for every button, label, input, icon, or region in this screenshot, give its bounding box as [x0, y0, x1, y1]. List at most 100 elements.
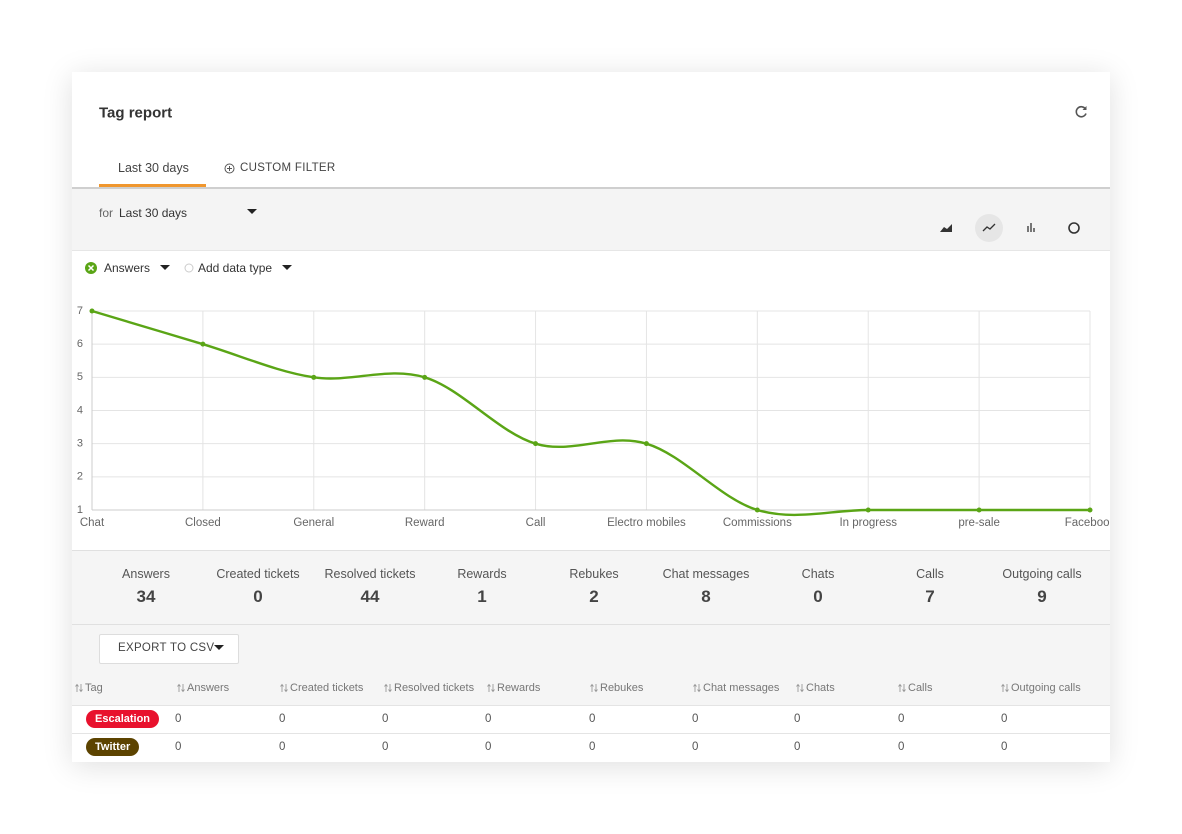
stat-label: Chat messages [662, 567, 750, 581]
sort-icon[interactable] [177, 683, 185, 693]
tag-pill: Twitter [86, 738, 140, 756]
dropdown-caret[interactable] [282, 265, 292, 271]
dropdown-caret[interactable] [214, 645, 224, 651]
column-header[interactable]: Tag [85, 682, 103, 694]
sort-icon[interactable] [75, 683, 83, 693]
table-cell: 0 [898, 741, 905, 753]
legend-series[interactable]: Answers [104, 261, 151, 275]
stat-value: 44 [360, 587, 380, 606]
sort-icon[interactable] [384, 683, 392, 693]
column-header[interactable]: Outgoing calls [1011, 682, 1081, 694]
divider [72, 187, 1110, 189]
sort-icon[interactable] [898, 683, 906, 693]
tab[interactable]: Last 30 days [118, 161, 189, 175]
stat-label: Rebukes [569, 567, 619, 581]
column-header[interactable]: Rebukes [600, 682, 644, 694]
column-header[interactable]: Chat messages [703, 682, 780, 694]
point [533, 441, 539, 447]
column-header[interactable]: Chats [806, 682, 835, 694]
stat-label: Calls [916, 567, 944, 581]
table-cell: 0 [485, 741, 492, 753]
legend-active-icon[interactable] [84, 261, 98, 275]
period-select[interactable]: Last 30 days [119, 206, 188, 220]
dropdown-caret[interactable] [247, 209, 257, 215]
sort-icon[interactable] [693, 683, 701, 693]
point [754, 507, 760, 513]
x-tick-label: General [293, 517, 334, 529]
point [643, 441, 649, 447]
stat-value: 2 [589, 587, 599, 606]
sort-icon[interactable] [796, 683, 804, 693]
table-cell: 0 [175, 741, 182, 753]
x-tick-label: Call [526, 517, 546, 529]
table-cell: 0 [589, 741, 596, 753]
table-cell: 0 [382, 741, 389, 753]
x-tick-label: pre-sale [958, 517, 1000, 529]
export-button[interactable] [99, 634, 239, 664]
point [200, 341, 206, 347]
stat-label: Rewards [457, 567, 507, 581]
x-tick-label: Chat [80, 517, 105, 529]
point [865, 507, 871, 513]
add-data-type[interactable]: Add data type [198, 261, 273, 275]
y-tick-label: 3 [77, 438, 83, 450]
point [976, 507, 982, 513]
dropdown-caret[interactable] [160, 265, 170, 271]
point [311, 374, 317, 380]
stat-label: Answers [122, 567, 170, 581]
y-tick-label: 1 [77, 504, 83, 516]
x-tick-label: Reward [405, 517, 445, 529]
table-cell: 0 [279, 741, 286, 753]
column-header[interactable]: Resolved tickets [394, 682, 475, 694]
report-title: Tag report [99, 104, 173, 122]
table-cell: 0 [1001, 741, 1008, 753]
column-header[interactable]: Rewards [497, 682, 541, 694]
sort-icon[interactable] [1001, 683, 1009, 693]
toolbar [72, 189, 1110, 251]
column-header[interactable]: Calls [908, 682, 933, 694]
stat-label: Chats [801, 567, 835, 581]
stat-label: Outgoing calls [1002, 567, 1082, 581]
stat-value: 0 [253, 587, 263, 606]
x-tick-label: Electro mobiles [607, 517, 686, 529]
stat-value: 0 [813, 587, 823, 606]
stat-label: Resolved tickets [324, 567, 416, 581]
export-label[interactable]: EXPORT TO CSV [118, 642, 215, 654]
stat-label: Created tickets [216, 567, 300, 581]
stat-value: 34 [136, 587, 156, 606]
tag-pill: Escalation [86, 710, 160, 728]
y-tick-label: 5 [77, 371, 83, 383]
point [422, 374, 428, 380]
legend-add-icon[interactable] [184, 263, 194, 273]
point [89, 308, 95, 314]
tab[interactable]: CUSTOM FILTER [240, 162, 336, 174]
table-cell: 0 [485, 713, 492, 725]
refresh-button[interactable] [1073, 104, 1089, 120]
table-cell: 0 [794, 713, 801, 725]
x-tick-label: Commissions [723, 517, 792, 529]
table-cell: 0 [898, 713, 905, 725]
tab-indicator [99, 184, 206, 187]
table-cell: 0 [692, 713, 699, 725]
column-header[interactable]: Created tickets [290, 682, 364, 694]
chart-type-switcher[interactable] [932, 212, 1092, 244]
table-cell: 0 [589, 713, 596, 725]
table-cell: 0 [794, 741, 801, 753]
x-tick-label: In progress [839, 517, 897, 529]
column-header[interactable]: Answers [187, 682, 230, 694]
point [1087, 507, 1093, 513]
sort-icon[interactable] [487, 683, 495, 693]
y-tick-label: 2 [77, 471, 83, 483]
divider [72, 624, 1110, 625]
period-prefix: for [99, 206, 114, 220]
table-cell: 0 [382, 713, 389, 725]
sort-icon[interactable] [280, 683, 288, 693]
report-card: Tag report Last 30 days CUSTOM FILTER fo… [72, 72, 1110, 762]
y-tick-label: 7 [77, 305, 83, 317]
add-icon [224, 163, 235, 174]
sort-icon[interactable] [590, 683, 598, 693]
stat-value: 9 [1037, 587, 1047, 606]
table-cell: 0 [1001, 713, 1008, 725]
table-cell: 0 [175, 713, 182, 725]
